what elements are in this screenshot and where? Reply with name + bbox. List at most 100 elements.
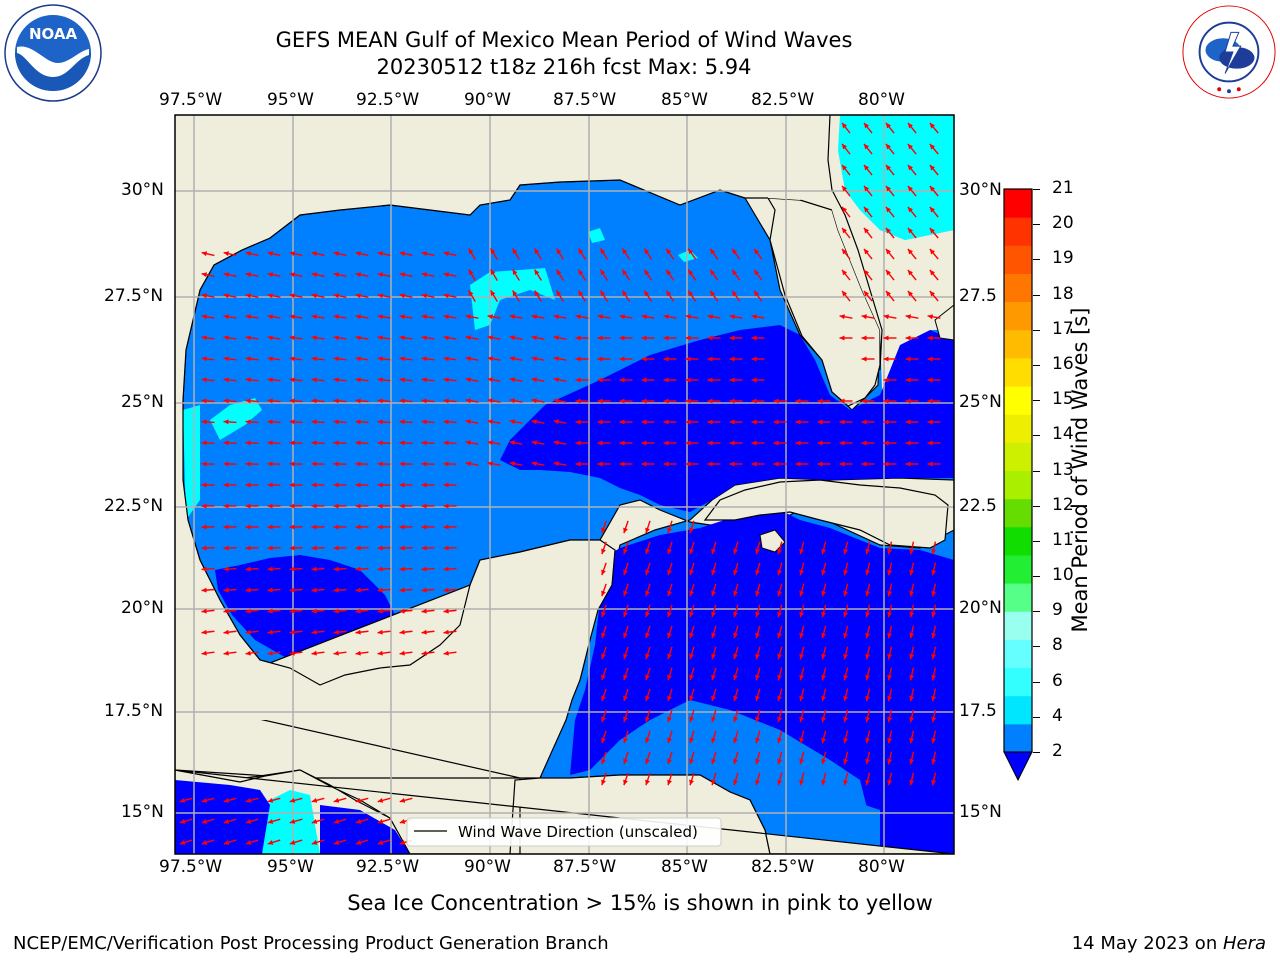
wind-wave-arrowhead	[817, 419, 823, 425]
colorbar-tick-mark	[1033, 189, 1040, 190]
wind-wave-arrowhead	[667, 653, 672, 660]
wind-wave-arrowhead	[201, 251, 208, 257]
wind-wave-arrowhead	[289, 272, 296, 278]
wind-wave-arrowhead	[201, 293, 207, 299]
wind-wave-arrowhead	[689, 611, 694, 618]
wind-wave-arrowhead	[777, 548, 783, 555]
colorbar-tick-mark	[1033, 294, 1040, 296]
wind-wave-arrowhead	[865, 548, 871, 555]
lon-label-top: 85°W	[661, 90, 708, 110]
wind-wave-arrowhead	[821, 632, 827, 639]
wind-wave-arrowhead	[267, 503, 273, 509]
colorbar-tick-mark	[1033, 364, 1040, 366]
wind-wave-arrowhead	[267, 419, 273, 425]
deep-blue-sw-caribbean	[175, 780, 270, 854]
wind-wave-arrowhead	[223, 503, 229, 509]
wind-wave-arrowhead	[245, 482, 251, 488]
wind-wave-arrowhead	[711, 611, 716, 618]
wind-wave-arrowhead	[927, 356, 933, 362]
wind-wave-arrowhead	[245, 419, 251, 425]
wind-wave-arrowhead	[729, 314, 735, 320]
wind-wave-arrowhead	[685, 461, 691, 467]
wind-wave-arrowhead	[751, 461, 757, 467]
footer-machine: Hera	[1222, 933, 1266, 954]
wind-wave-arrowhead	[843, 569, 849, 576]
wind-wave-arrowhead	[842, 164, 848, 171]
wind-wave-arrowhead	[443, 566, 449, 572]
wind-wave-arrowhead	[399, 461, 405, 467]
wind-wave-arrowhead	[201, 524, 207, 530]
wind-wave-arrowhead	[865, 611, 871, 618]
wind-wave-arrowhead	[711, 569, 716, 576]
wind-wave-arrowhead	[512, 290, 518, 297]
wind-wave-arrowhead	[842, 122, 848, 129]
wind-wave-arrowhead	[223, 629, 229, 635]
wind-wave-arrowhead	[333, 356, 339, 362]
colorbar-tick-label: 11	[1052, 529, 1074, 550]
wind-wave-arrowhead	[311, 524, 317, 530]
wind-wave-arrowhead	[907, 227, 913, 234]
wind-wave-arrowhead	[267, 482, 273, 488]
wind-wave-arrowhead	[399, 335, 405, 341]
wind-wave-arrowhead	[600, 248, 606, 255]
wind-wave-arrowhead	[333, 629, 339, 635]
wind-wave-arrowhead	[885, 290, 892, 297]
wind-wave-arrowhead	[355, 650, 361, 656]
wind-wave-arrowhead	[443, 314, 449, 320]
wind-wave-arrowhead	[909, 674, 915, 681]
wind-wave-arrowhead	[399, 797, 406, 803]
wind-wave-arrowhead	[663, 440, 669, 446]
wind-wave-arrowhead	[289, 461, 295, 467]
wind-wave-arrowhead	[843, 779, 849, 786]
wind-wave-arrowhead	[201, 419, 207, 425]
footer-credit: NCEP/EMC/Verification Post Processing Pr…	[13, 933, 609, 954]
wind-wave-arrowhead	[667, 758, 672, 765]
wind-wave-arrowhead	[289, 566, 295, 572]
wind-wave-arrowhead	[597, 377, 603, 383]
wind-wave-arrowhead	[355, 293, 361, 299]
wind-wave-arrowhead	[689, 527, 694, 534]
wind-wave-arrowhead	[689, 632, 694, 639]
wind-wave-arrowhead	[245, 440, 251, 446]
wind-wave-arrowhead	[575, 377, 581, 383]
wind-wave-arrowhead	[711, 695, 716, 702]
wind-wave-arrowhead	[909, 611, 915, 618]
wind-wave-arrowhead	[865, 590, 871, 597]
wind-wave-arrowhead	[931, 737, 937, 744]
wind-wave-arrowhead	[223, 398, 229, 404]
wind-wave-arrowhead	[399, 819, 406, 824]
colorbar-swatch	[1004, 414, 1032, 443]
wind-wave-arrowhead	[688, 269, 694, 276]
wind-wave-arrowhead	[377, 482, 383, 488]
wind-wave-arrowhead	[355, 251, 362, 257]
wind-wave-arrowhead	[201, 566, 207, 572]
colorbar-tick-label: 20	[1052, 213, 1074, 234]
wind-wave-arrowhead	[399, 398, 405, 404]
wind-wave-arrowhead	[245, 272, 252, 278]
wind-wave-arrowhead	[399, 377, 405, 383]
wind-wave-arrowhead	[755, 716, 760, 723]
cyan-patch-west	[210, 398, 262, 440]
colorbar-tick-mark	[1033, 224, 1040, 226]
wind-wave-arrowhead	[689, 779, 694, 786]
wind-wave-arrowhead	[267, 398, 273, 404]
wind-wave-arrowhead	[666, 290, 672, 297]
wind-wave-arrowhead	[223, 335, 229, 341]
colorbar-tick-label: 10	[1052, 565, 1074, 586]
wind-wave-arrowhead	[399, 272, 406, 278]
colorbar-swatch	[1004, 583, 1032, 612]
wind-wave-arrowhead	[645, 632, 650, 639]
wind-wave-arrowhead	[201, 398, 207, 404]
cuba	[703, 479, 949, 549]
wind-wave-arrowhead	[645, 758, 650, 765]
colorbar-tick-label: 6	[1052, 670, 1063, 691]
cyan-patch-west-coast	[183, 405, 200, 520]
wind-wave-arrowhead	[929, 248, 935, 255]
colorbar-tick-label: 14	[1052, 424, 1074, 445]
colorbar-tick-mark	[1033, 329, 1040, 331]
wind-wave-arrowhead	[289, 482, 295, 488]
wind-wave-arrowhead	[245, 293, 251, 299]
wind-wave-arrowhead	[623, 611, 628, 618]
wind-wave-arrowhead	[311, 482, 317, 488]
wind-wave-arrowhead	[887, 758, 893, 765]
